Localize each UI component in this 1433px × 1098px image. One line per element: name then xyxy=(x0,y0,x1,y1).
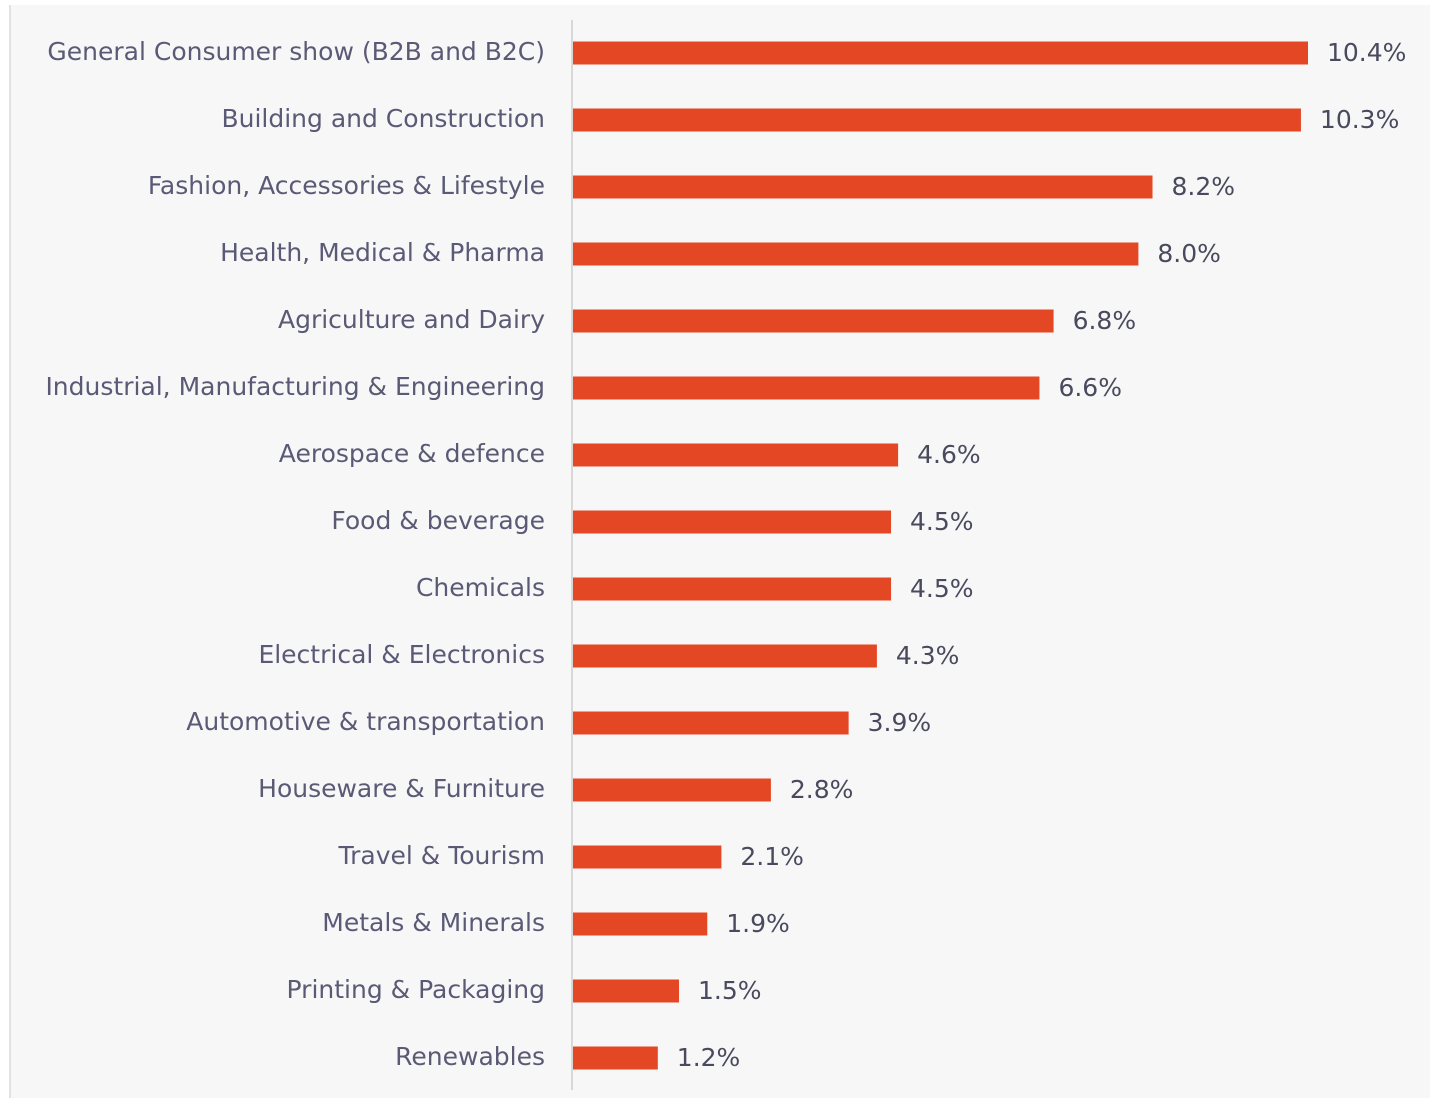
category-label: Chemicals xyxy=(416,573,545,602)
bar xyxy=(573,979,680,1003)
bar xyxy=(573,510,892,534)
category-label: Houseware & Furniture xyxy=(258,774,545,803)
category-label: Food & beverage xyxy=(331,506,545,535)
bar xyxy=(573,443,899,467)
bar xyxy=(573,242,1139,266)
category-label: Fashion, Accessories & Lifestyle xyxy=(148,171,545,200)
value-label: 8.2% xyxy=(1172,172,1236,201)
category-label: Health, Medical & Pharma xyxy=(220,238,545,267)
bar xyxy=(573,108,1301,132)
bar xyxy=(573,912,708,936)
value-label: 10.3% xyxy=(1320,105,1399,134)
value-label: 10.4% xyxy=(1327,38,1406,67)
bar xyxy=(573,845,722,869)
category-label: Renewables xyxy=(395,1042,545,1071)
category-label: Automotive & transportation xyxy=(186,707,545,736)
category-label: Metals & Minerals xyxy=(322,908,545,937)
value-label: 6.8% xyxy=(1073,306,1137,335)
bar xyxy=(573,644,877,668)
category-label: Building and Construction xyxy=(221,104,545,133)
value-label: 4.5% xyxy=(910,574,974,603)
value-label: 4.3% xyxy=(896,641,960,670)
bar xyxy=(573,376,1040,400)
value-label: 6.6% xyxy=(1058,373,1122,402)
category-label: Travel & Tourism xyxy=(338,841,545,870)
bar xyxy=(573,711,849,735)
value-label: 1.5% xyxy=(698,976,762,1005)
bar xyxy=(573,1046,658,1070)
category-label: Industrial, Manufacturing & Engineering xyxy=(45,372,545,401)
category-label: Printing & Packaging xyxy=(287,975,545,1004)
value-label: 8.0% xyxy=(1157,239,1221,268)
bar xyxy=(573,778,771,802)
category-label: General Consumer show (B2B and B2C) xyxy=(47,37,545,66)
value-label: 4.6% xyxy=(917,440,981,469)
bar xyxy=(573,309,1054,333)
category-label: Electrical & Electronics xyxy=(258,640,545,669)
value-label: 4.5% xyxy=(910,507,974,536)
bar xyxy=(573,41,1308,65)
bar xyxy=(573,175,1153,199)
value-label: 3.9% xyxy=(868,708,932,737)
value-label: 2.1% xyxy=(740,842,804,871)
bar xyxy=(573,577,892,601)
value-label: 1.2% xyxy=(677,1043,741,1072)
value-label: 2.8% xyxy=(790,775,854,804)
value-label: 1.9% xyxy=(726,909,790,938)
category-label: Aerospace & defence xyxy=(279,439,545,468)
category-label: Agriculture and Dairy xyxy=(278,305,545,334)
chart-background xyxy=(10,5,1430,1098)
